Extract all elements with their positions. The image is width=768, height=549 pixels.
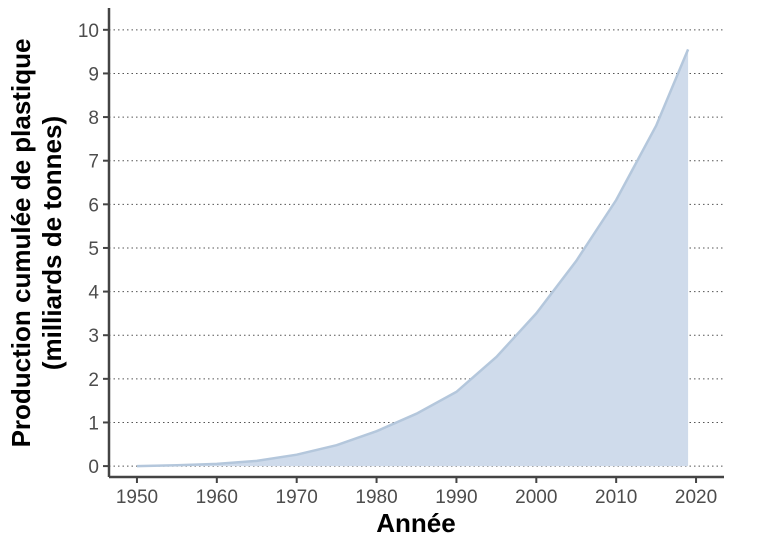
x-tick-label-2000: 2000 [515, 487, 557, 508]
area-series [136, 48, 690, 468]
y-tick-label-9: 9 [88, 64, 99, 85]
y-tick-label-3: 3 [88, 326, 99, 347]
y-axis-ticks: 0 1 2 3 4 5 6 7 8 9 10 [78, 21, 109, 478]
x-tick-label-2020: 2020 [675, 487, 717, 508]
y-tick-label-6: 6 [88, 195, 99, 216]
y-axis-title: Production cumulée de plastique (milliar… [6, 39, 67, 448]
y-tick-label-2: 2 [88, 370, 99, 391]
y-tick-label-1: 1 [88, 413, 99, 434]
axes [107, 8, 724, 479]
x-axis-ticks: 1950 1960 1970 1980 1990 2000 2010 2020 [116, 477, 717, 508]
y-tick-label-7: 7 [88, 152, 99, 173]
y-tick-label-10: 10 [78, 21, 99, 42]
x-tick-label-1980: 1980 [355, 487, 397, 508]
x-tick-label-2010: 2010 [595, 487, 637, 508]
x-tick-label-1990: 1990 [435, 487, 477, 508]
x-tick-label-1960: 1960 [196, 487, 238, 508]
y-tick-label-4: 4 [88, 283, 99, 304]
x-tick-label-1970: 1970 [276, 487, 318, 508]
area-fill-0 [137, 49, 689, 467]
y-axis-title-line1: Production cumulée de plastique [6, 39, 36, 448]
y-tick-label-0: 0 [88, 457, 99, 478]
y-axis-title-line2: (milliards de tonnes) [37, 116, 67, 370]
area-line-0 [136, 48, 690, 468]
x-tick-label-1950: 1950 [116, 487, 158, 508]
x-axis-title: Année [376, 508, 455, 538]
y-tick-label-5: 5 [88, 239, 99, 260]
y-tick-label-8: 8 [88, 108, 99, 129]
